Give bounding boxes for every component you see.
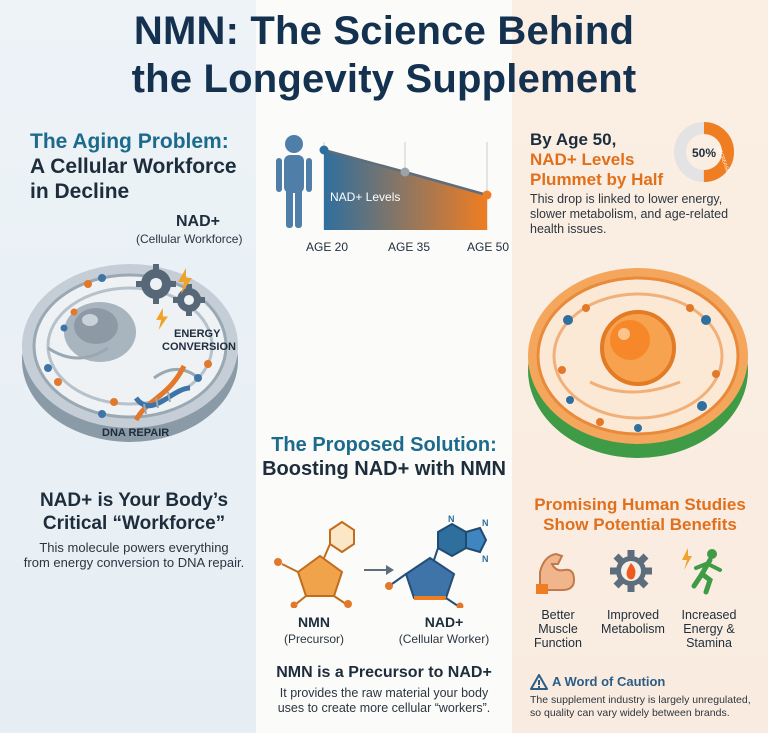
nad-product-label: NAD+ [424,614,464,630]
nad-molecule-icon: N N N [385,514,489,608]
warning-icon [530,674,548,690]
benefit-3-line3: Stamina [686,636,732,650]
plummet-line1: By Age 50, [530,130,617,149]
page-title-line2: the Longevity Supplement [131,57,637,101]
gears-icon [136,264,205,316]
caution-title: A Word of Caution [552,674,666,689]
workforce-title-line1: NAD+ is Your Body’s [39,490,229,511]
precursor-desc-line2: uses to create more cellular “workers”. [277,701,491,715]
precursor-desc-line1: It provides the raw material your body [279,686,489,700]
plummet-desc-line3: health issues. [530,222,607,236]
running-person-icon [682,548,722,595]
svg-text:N: N [482,518,489,528]
lightning-icon [178,268,192,294]
studies-heading-line1: Promising Human Studies [534,495,746,514]
page-title-line1: NMN: The Science Behind [133,9,635,53]
metabolism-gear-icon [610,550,652,592]
aging-heading-line2: A Cellular Workforce [30,155,237,178]
nad-point-age35 [400,167,410,177]
nad-sublabel: (Cellular Workforce) [136,232,243,246]
lightning-icon [156,308,168,330]
caution-line2: so quality can vary widely between brand… [530,707,730,719]
plummet-desc-line2: slower metabolism, and age-related [530,207,729,221]
nmn-sublabel: (Precursor) [283,632,344,646]
age-tick-35: AGE 35 [388,240,431,254]
age-tick-20: AGE 20 [306,240,349,254]
caution-line1: The supplement industry is largely unreg… [530,694,751,706]
declining-cell-illustration [528,268,748,458]
benefit-3-line1: Increased [681,608,737,622]
aging-heading-line1: The Aging Problem: [30,130,229,153]
dna-repair-label: DNA REPAIR [102,427,170,439]
plummet-line3: Plummet by Half [530,170,664,189]
decrease-badge-value: 50% [692,146,716,160]
plummet-desc-line1: This drop is linked to lower energy, [530,192,723,206]
benefit-1-line3: Function [534,636,582,650]
healthy-cell-illustration [22,264,238,442]
nmn-to-nad-conversion-diagram: N N N [274,514,489,608]
decrease-donut-badge: 50% DECREASE [674,122,734,182]
nad-decline-chart [276,135,492,230]
workforce-desc-line2: from energy conversion to DNA repair. [23,555,245,570]
benefit-2-line1: Improved [606,608,660,622]
solution-heading-line1: The Proposed Solution: [271,434,497,456]
nmn-label: NMN [298,614,330,630]
benefit-3-line2: Energy & [683,622,735,636]
nmn-molecule-icon [274,520,355,608]
dna-helix-icon [133,364,191,422]
energy-label-line1: ENERGY [174,328,221,340]
solution-heading-line2: Boosting NAD+ with NMN [262,458,506,480]
muscle-arm-icon [536,552,576,594]
nad-product-sublabel: (Cellular Worker) [398,632,490,646]
benefit-1-line2: Muscle [538,622,578,636]
svg-text:N: N [448,514,455,524]
benefit-1-line1: Better [541,608,575,622]
studies-heading-line2: Show Potential Benefits [543,515,737,534]
middle-panel-background [256,0,512,733]
nad-level-area [324,150,487,230]
benefit-2-line2: Metabolism [601,622,665,636]
plummet-line2: NAD+ Levels [530,150,635,169]
decrease-half-arc [674,122,734,182]
nad-label: NAD+ [176,213,221,230]
nad-point-age20 [319,145,329,155]
person-silhouette-icon [276,135,312,228]
nad-levels-area-label: NAD+ Levels [330,190,401,204]
precursor-title: NMN is a Precursor to NAD+ [276,664,492,681]
aging-heading-line3: in Decline [30,180,130,203]
workforce-title-line2: Critical “Workforce” [42,513,226,534]
energy-label-line2: CONVERSION [162,341,236,353]
workforce-desc-line1: This molecule powers everything [39,540,229,555]
nad-point-age50 [482,190,492,200]
svg-text:N: N [482,554,489,564]
age-tick-50: AGE 50 [467,240,510,254]
